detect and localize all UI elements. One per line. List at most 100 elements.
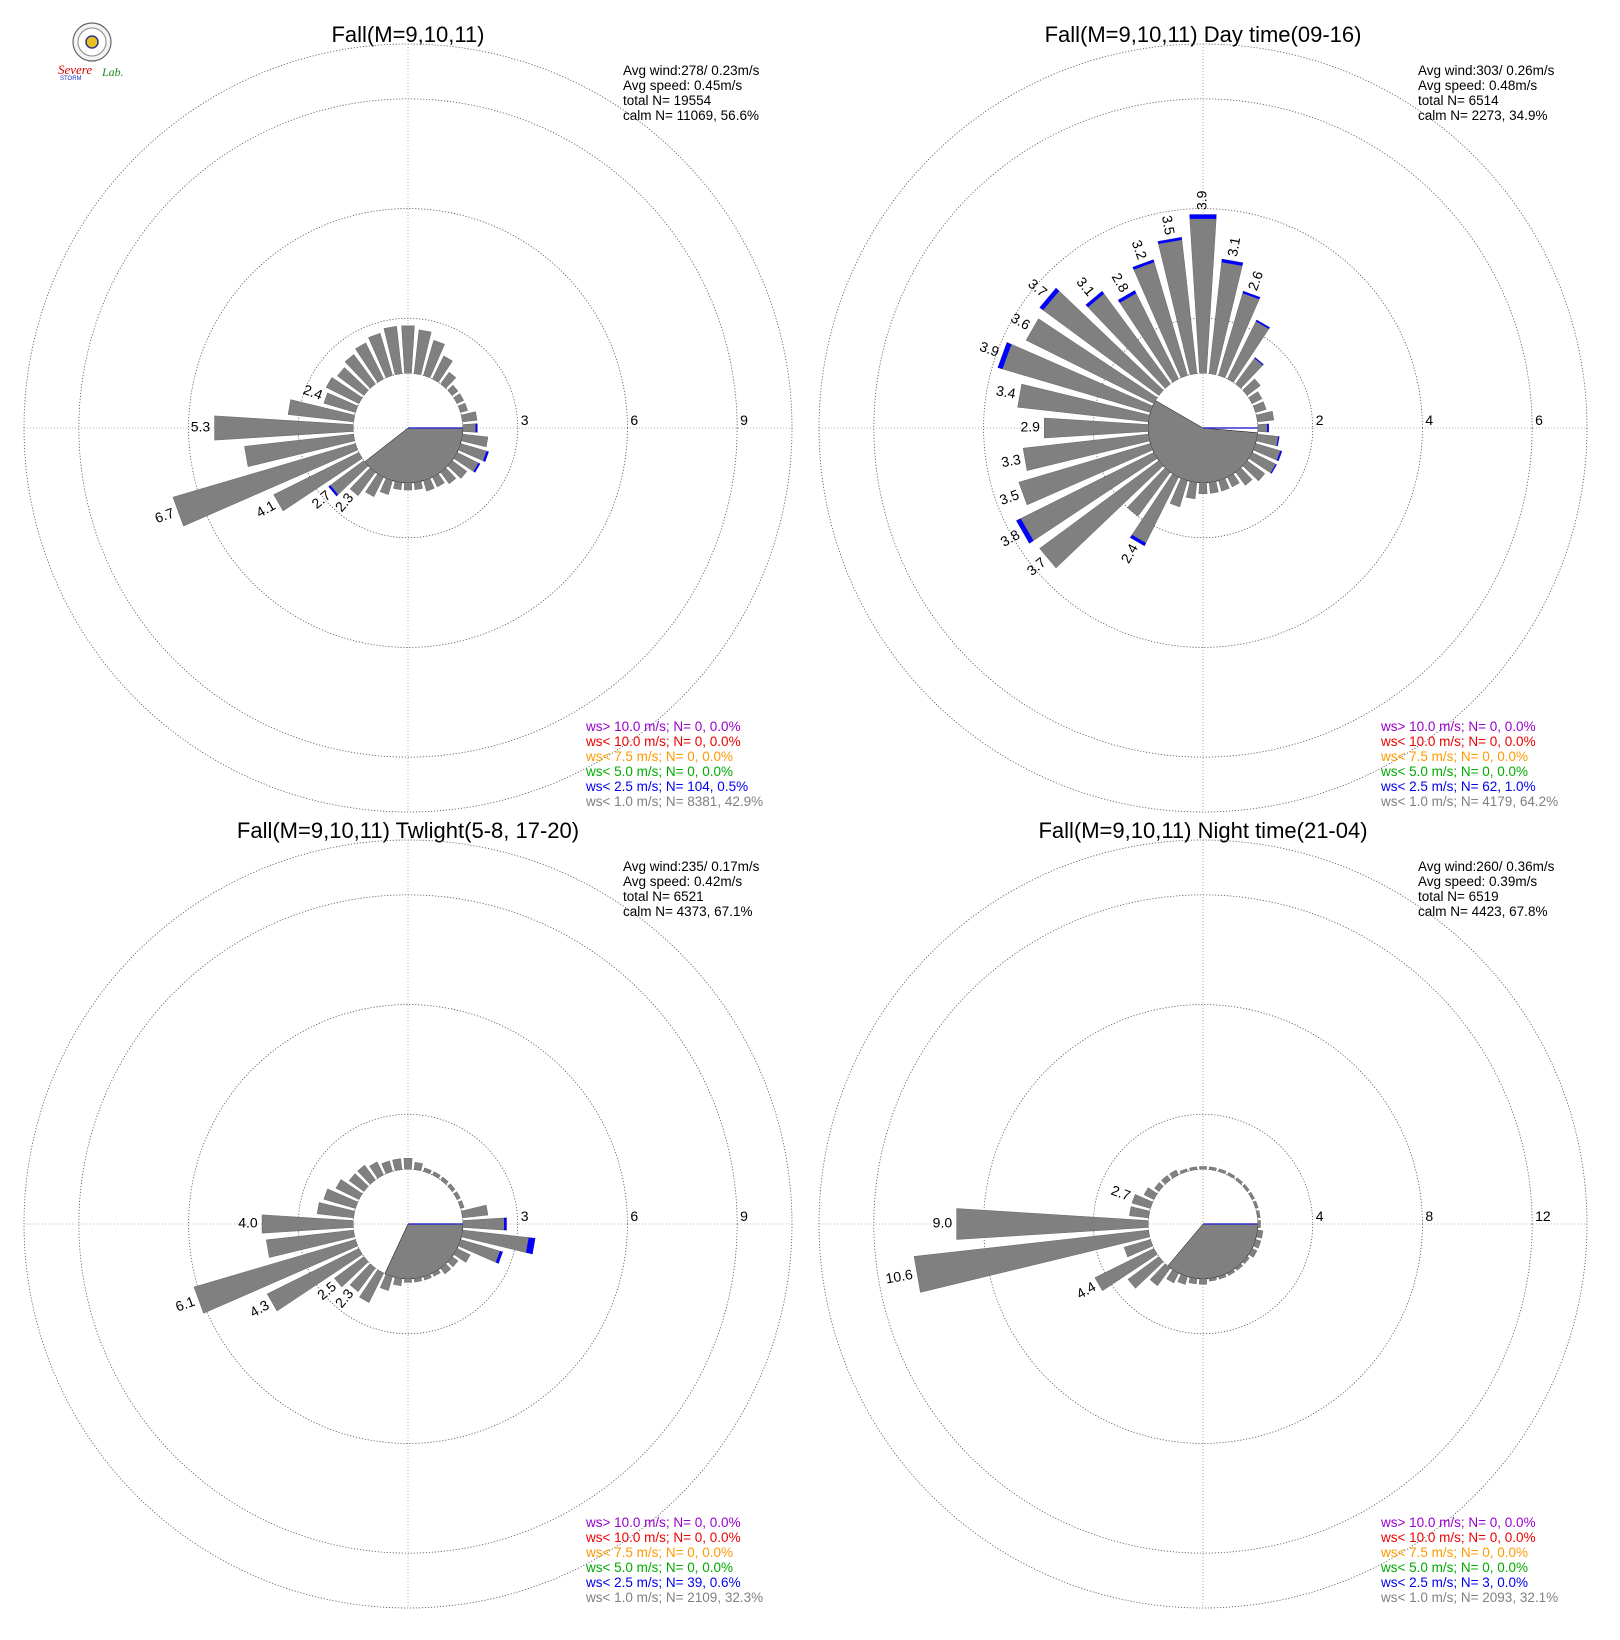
bar-value-label: 4.0 bbox=[238, 1215, 258, 1231]
wind-bar bbox=[1025, 318, 1158, 404]
wind-bar bbox=[355, 342, 384, 383]
speed-legend-entry: ws< 2.5 m/s; N= 3, 0.0% bbox=[1380, 1575, 1528, 1590]
speed-legend-entry: ws< 1.0 m/s; N= 8381, 42.9% bbox=[585, 794, 763, 809]
wind-bar bbox=[328, 460, 369, 497]
logo-lab: Lab. bbox=[101, 65, 124, 79]
bar-value-label: 10.6 bbox=[884, 1266, 914, 1287]
wind-bar-blue-tip bbox=[1254, 357, 1264, 366]
wind-bar bbox=[1248, 391, 1263, 404]
wind-bar-blue-tip bbox=[1157, 237, 1182, 245]
wind-bar-blue-tip bbox=[1221, 259, 1243, 266]
speed-legend-entry: ws< 5.0 m/s; N= 0, 0.0% bbox=[1380, 1560, 1528, 1575]
wind-bar bbox=[349, 1263, 376, 1292]
bar-value-label: 2.4 bbox=[301, 381, 325, 403]
wind-bar bbox=[266, 1248, 363, 1312]
wind-bar bbox=[440, 467, 457, 485]
wind-bar-blue-tip bbox=[1255, 319, 1270, 329]
wind-bar bbox=[432, 1171, 441, 1179]
wind-bar bbox=[335, 1179, 363, 1200]
wind-bar bbox=[1256, 410, 1275, 423]
wind-bar bbox=[403, 482, 413, 491]
wind-bar bbox=[413, 1161, 423, 1171]
wind-bar bbox=[432, 473, 445, 488]
wind-bar bbox=[462, 1217, 507, 1231]
stats-line: Avg wind:235/ 0.17m/s bbox=[623, 859, 760, 874]
wind-bar bbox=[423, 478, 435, 492]
wind-bar bbox=[1253, 1239, 1262, 1249]
speed-legend-entry: ws< 7.5 m/s; N= 0, 0.0% bbox=[585, 749, 733, 764]
wind-bar bbox=[1022, 433, 1150, 471]
wind-bar bbox=[1242, 460, 1266, 482]
wind-bar bbox=[1235, 1263, 1244, 1271]
calm-sector bbox=[384, 1223, 464, 1280]
speed-legend-entry: ws< 5.0 m/s; N= 0, 0.0% bbox=[1380, 764, 1528, 779]
stats-line: calm N= 2273, 34.9% bbox=[1418, 108, 1547, 123]
wind-bar bbox=[1039, 287, 1164, 396]
bar-value-label: 2.7 bbox=[1109, 1182, 1133, 1204]
wind-bar bbox=[461, 411, 478, 423]
wind-bar bbox=[956, 1208, 1149, 1240]
wind-bar-blue-tip bbox=[1270, 464, 1277, 474]
wind-bar bbox=[1157, 236, 1198, 375]
wind-bar bbox=[244, 433, 355, 467]
stats-line: total N= 6514 bbox=[1418, 93, 1499, 108]
wind-bar bbox=[423, 1167, 432, 1174]
wind-bar bbox=[1253, 1200, 1259, 1209]
wind-bar bbox=[1188, 1277, 1198, 1285]
grid-ring bbox=[78, 894, 738, 1554]
wind-bar bbox=[1253, 443, 1283, 462]
ring-tick-label: 6 bbox=[630, 1208, 638, 1224]
wind-bar-blue-tip bbox=[1189, 214, 1217, 219]
stats-line: total N= 6521 bbox=[623, 889, 704, 904]
wind-bar bbox=[357, 1164, 376, 1185]
wind-bar bbox=[1227, 473, 1240, 488]
wind-bar bbox=[432, 1269, 441, 1277]
wind-bar bbox=[447, 1183, 456, 1192]
wind-bar bbox=[1129, 1206, 1150, 1219]
wind-bar bbox=[413, 481, 423, 491]
wind-bar bbox=[1085, 290, 1171, 389]
grid-ring bbox=[873, 98, 1533, 758]
wind-bar bbox=[287, 399, 355, 423]
seal-icon bbox=[72, 22, 112, 62]
stats-line: Avg speed: 0.48m/s bbox=[1418, 78, 1537, 93]
bar-value-label: 3.2 bbox=[1129, 238, 1151, 262]
bar-value-label: 2.8 bbox=[1109, 270, 1133, 295]
wind-bar bbox=[1129, 473, 1179, 547]
wind-bar bbox=[273, 452, 363, 512]
wind-bar bbox=[1256, 1210, 1261, 1219]
wind-bar bbox=[348, 1173, 369, 1192]
bar-value-label: 3.6 bbox=[1008, 309, 1033, 333]
wind-bar bbox=[393, 1277, 403, 1287]
speed-legend-entry: ws< 7.5 m/s; N= 0, 0.0% bbox=[1380, 749, 1528, 764]
wind-bar bbox=[453, 1248, 471, 1263]
wind-bar bbox=[1018, 443, 1153, 506]
stats-line: Avg speed: 0.45m/s bbox=[623, 78, 742, 93]
wind-bar bbox=[381, 1160, 393, 1174]
ring-tick-label: 2 bbox=[1316, 412, 1324, 428]
wind-bar-blue-tip bbox=[997, 342, 1012, 369]
wind-bar bbox=[1227, 319, 1271, 383]
panel-twilight: Fall(M=9,10,11) Twlight(5-8, 17-20) 3 6 9 4.… bbox=[23, 818, 793, 1609]
wind-bar bbox=[1208, 1166, 1217, 1171]
wind-bar bbox=[453, 393, 464, 404]
wind-bar bbox=[401, 325, 415, 374]
stats-line: total N= 19554 bbox=[623, 93, 712, 108]
wind-bar bbox=[1227, 1269, 1236, 1276]
wind-bar bbox=[413, 329, 432, 375]
stats-line: calm N= 4423, 67.8% bbox=[1418, 904, 1547, 919]
bar-value-label: 4.4 bbox=[1074, 1278, 1099, 1302]
wind-bar bbox=[997, 342, 1153, 413]
speed-legend-entry: ws< 2.5 m/s; N= 104, 0.5% bbox=[585, 779, 748, 794]
wind-bar bbox=[913, 1229, 1150, 1293]
wind-bar bbox=[1218, 1168, 1227, 1174]
wind-bar bbox=[1143, 1187, 1158, 1200]
bar-value-label: 2.4 bbox=[1117, 541, 1141, 566]
bar-value-label: 3.5 bbox=[1159, 214, 1178, 236]
wind-bar bbox=[440, 1176, 449, 1185]
wind-bar bbox=[1256, 1229, 1264, 1239]
stats-line: Avg speed: 0.39m/s bbox=[1418, 874, 1537, 889]
grid-ring bbox=[818, 839, 1588, 1609]
wind-bar bbox=[379, 478, 393, 495]
wind-bar-blue-tip bbox=[1117, 290, 1137, 303]
